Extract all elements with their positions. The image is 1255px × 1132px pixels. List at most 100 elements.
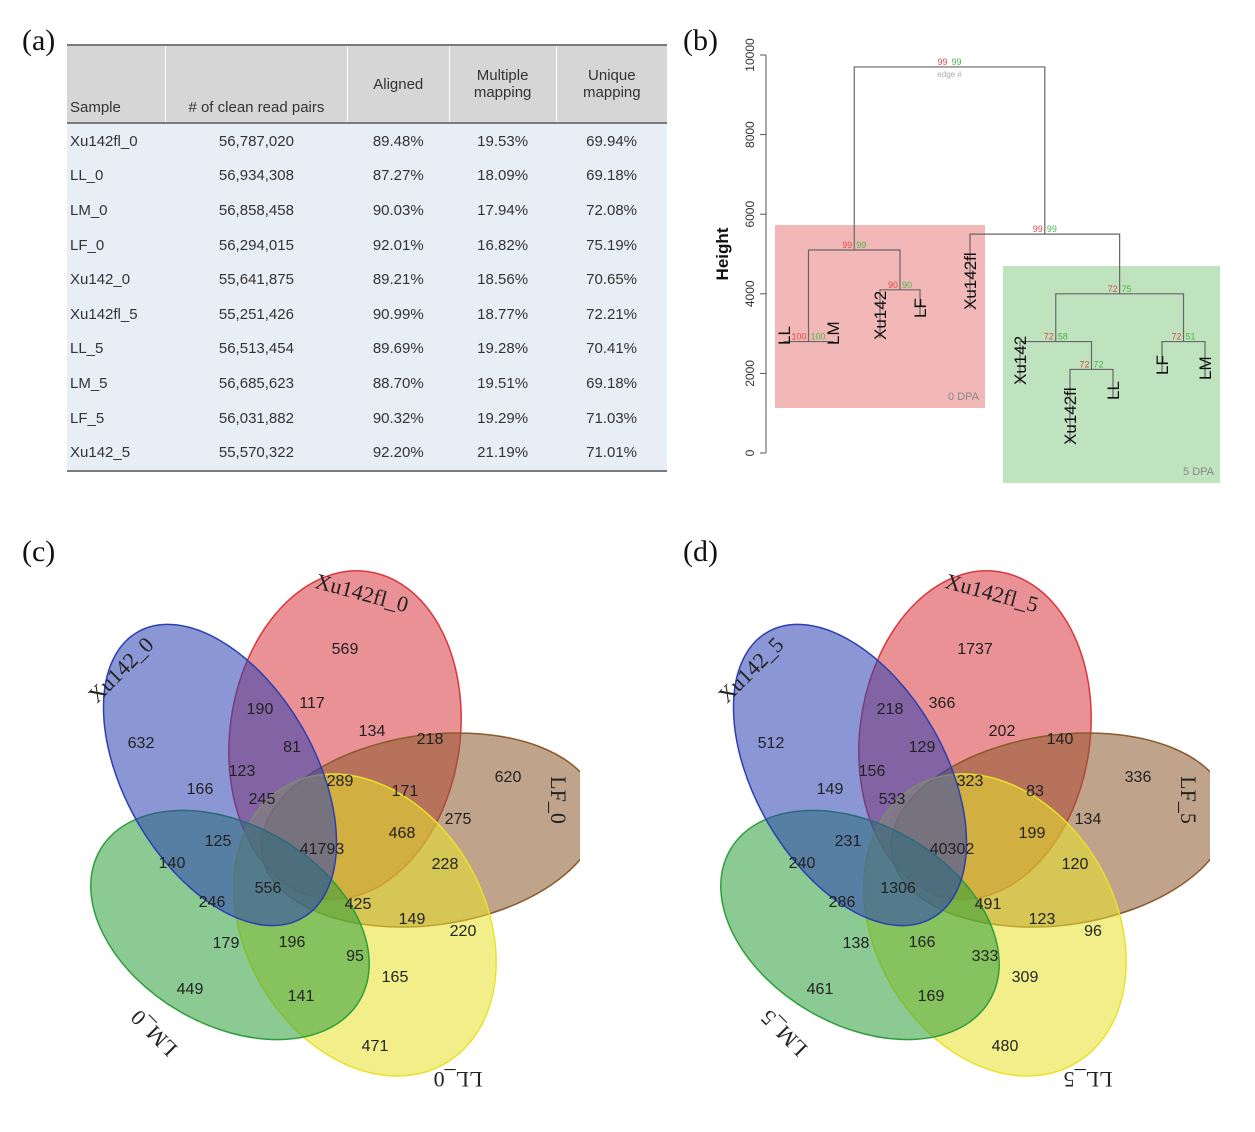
venn-region-count: 165 — [382, 969, 409, 986]
cell-value: 56,294,015 — [165, 227, 348, 263]
venn-set-label: LM_0 — [125, 1005, 182, 1062]
cell-value: 90.03% — [347, 193, 450, 228]
venn-region-count: 166 — [187, 781, 214, 798]
cell-value: 19.51% — [449, 366, 557, 401]
venn-region-count: 309 — [1012, 969, 1039, 986]
cell-value: 71.01% — [556, 435, 667, 472]
venn-region-count: 129 — [909, 739, 936, 756]
venn-region-count: 218 — [417, 731, 444, 748]
venn-region-count: 140 — [159, 855, 186, 872]
cell-value: 55,251,426 — [165, 296, 348, 332]
cell-sample: LF_0 — [67, 227, 166, 263]
venn-region-count: 245 — [249, 791, 276, 808]
leaf-label: LM — [1196, 356, 1215, 380]
panel-label-d: (d) — [683, 535, 718, 568]
panel-label-a: (a) — [22, 24, 56, 57]
node-bp-value: 100 — [811, 332, 826, 342]
col-header-unique-mapping: Unique mapping — [555, 44, 667, 124]
venn-region-count: 336 — [1125, 769, 1152, 786]
leaf-label: Xu142 — [871, 291, 890, 340]
cell-sample: LL_0 — [67, 158, 166, 194]
node-au-value: 72 — [1171, 332, 1181, 342]
leaf-label: LF — [911, 298, 930, 318]
venn-region-count: 246 — [199, 894, 226, 911]
panel-label-b: (b) — [683, 24, 718, 57]
venn-region-count: 218 — [877, 701, 904, 718]
venn-region-count: 1737 — [957, 641, 993, 658]
node-bp-value: 99 — [952, 57, 962, 67]
leaf-label: LF — [1153, 355, 1172, 375]
venn-region-count: 228 — [432, 856, 459, 873]
table-row: Xu142_0 55,641,875 89.21% 18.56% 70.65% — [67, 262, 667, 297]
venn-region-count: 117 — [299, 695, 325, 712]
node-bp-value: 99 — [856, 240, 866, 250]
venn-region-count: 220 — [450, 923, 477, 940]
y-axis-label: Height — [713, 227, 732, 280]
venn-region-count: 323 — [957, 773, 984, 790]
cell-value: 72.08% — [556, 193, 667, 228]
cell-sample: Xu142_5 — [67, 435, 166, 472]
cell-value: 56,031,882 — [165, 400, 348, 436]
col-header-aligned: Aligned — [346, 44, 450, 124]
cell-sample: LL_5 — [67, 331, 166, 367]
cell-value: 69.18% — [556, 366, 667, 401]
leaf-label: LM — [824, 321, 843, 345]
venn-shapes — [90, 570, 580, 1077]
venn-region-count: 83 — [1026, 783, 1044, 800]
venn-region-count: 120 — [1062, 856, 1089, 873]
cell-value: 56,858,458 — [165, 193, 348, 228]
cell-value: 56,685,623 — [165, 366, 348, 401]
col-header-sample: Sample — [67, 44, 166, 124]
venn-set-label: LL_5 — [1064, 1067, 1113, 1092]
panel-label-c: (c) — [22, 535, 56, 568]
venn-region-count: 620 — [495, 769, 522, 786]
venn-region-count: 196 — [279, 934, 306, 951]
cell-sample: Xu142fl_0 — [67, 123, 166, 159]
cell-sample: Xu142fl_5 — [67, 296, 166, 332]
venn-region-count: 140 — [1047, 731, 1074, 748]
venn-region-count: 149 — [399, 911, 426, 928]
cell-value: 69.18% — [556, 158, 667, 194]
venn-region-count: 123 — [229, 763, 256, 780]
table-row: Xu142fl_0 56,787,020 89.48% 19.53% 69.94% — [67, 123, 667, 159]
venn-region-count: 556 — [255, 880, 282, 897]
venn-region-count: 199 — [1019, 825, 1046, 842]
venn-region-count: 125 — [205, 833, 232, 850]
table-row: Xu142fl_5 55,251,426 90.99% 18.77% 72.21% — [67, 296, 667, 332]
cell-value: 19.53% — [449, 123, 557, 159]
venn-region-count: 179 — [213, 935, 240, 952]
venn-region-count: 289 — [327, 773, 354, 790]
cell-value: 56,513,454 — [165, 331, 348, 367]
table-body: Xu142fl_0 56,787,020 89.48% 19.53% 69.94% LL_… — [67, 123, 667, 472]
venn-region-count: 149 — [817, 781, 844, 798]
venn-region-count: 166 — [909, 934, 936, 951]
y-tick-label: 6000 — [743, 201, 757, 228]
cell-value: 90.32% — [347, 400, 450, 436]
node-bp-value: 99 — [1047, 224, 1057, 234]
venn-region-count: 366 — [929, 695, 956, 712]
col-header-read-pairs: # of clean read pairs — [164, 44, 348, 124]
node-au-value: 99 — [842, 240, 852, 250]
cell-value: 89.69% — [347, 331, 450, 367]
venn-set-label: LF_0 — [546, 776, 571, 824]
cell-value: 72.21% — [556, 296, 667, 332]
dendrogram-tree — [783, 66, 1206, 443]
cell-value: 55,641,875 — [165, 262, 348, 297]
venn-region-count: 202 — [989, 723, 1016, 740]
node-bp-value: 51 — [1186, 332, 1196, 342]
y-tick-label: 8000 — [743, 121, 757, 148]
group-box — [1003, 266, 1220, 483]
edge-note: edge # — [937, 70, 962, 79]
cell-value: 71.03% — [556, 400, 667, 436]
venn-region-count: 134 — [359, 723, 386, 740]
cell-value: 18.09% — [449, 158, 557, 194]
dendrogram-y-axis: 0 2000 4000 6000 8000 10000 Height — [713, 38, 767, 456]
cell-value: 88.70% — [347, 366, 450, 401]
table-row: Xu142_5 55,570,322 92.20% 21.19% 71.01% — [67, 435, 667, 472]
table-row: LM_0 56,858,458 90.03% 17.94% 72.08% — [67, 193, 667, 228]
table-row: LF_0 56,294,015 92.01% 16.82% 75.19% — [67, 227, 667, 263]
venn-set-shape — [102, 623, 338, 927]
venn-region-count: 96 — [1084, 923, 1102, 940]
